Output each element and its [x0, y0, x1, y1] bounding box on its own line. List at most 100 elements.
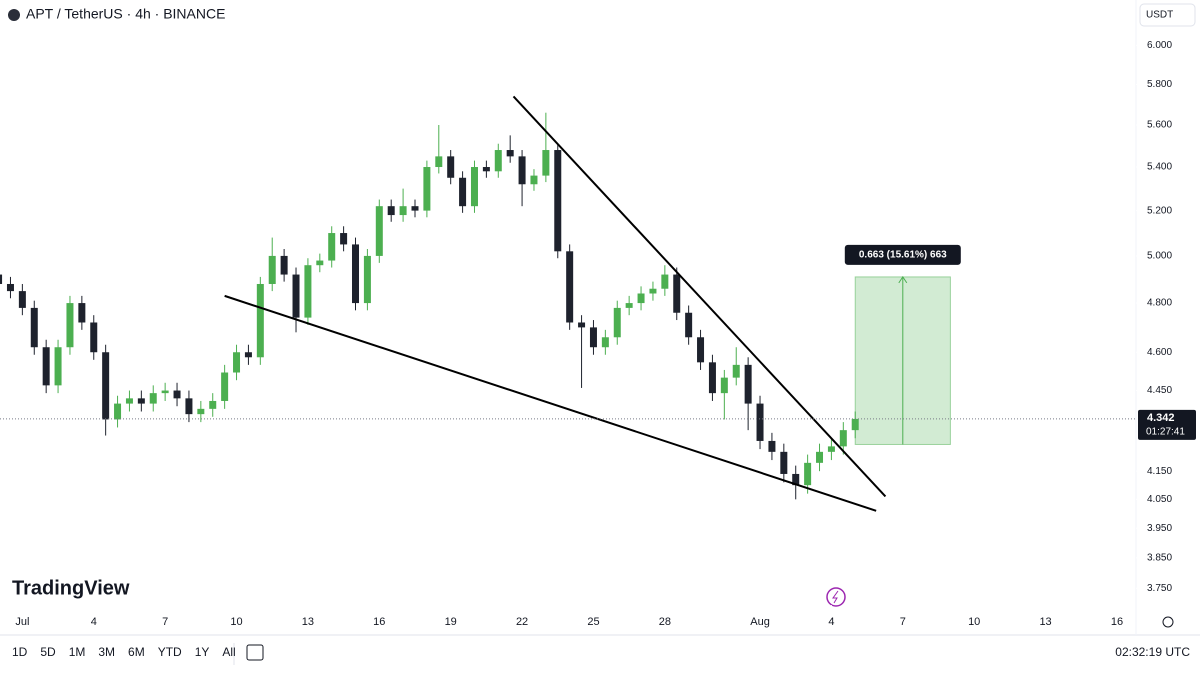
- candle-body: [304, 265, 312, 318]
- candle-body: [90, 322, 98, 353]
- candle-body: [542, 150, 550, 176]
- candle-body: [399, 206, 407, 216]
- event-icon[interactable]: [826, 587, 846, 607]
- x-tick-label: Aug: [750, 616, 770, 628]
- currency[interactable]: USDT: [1146, 10, 1173, 21]
- candle-body: [578, 322, 586, 328]
- x-tick-label: 16: [373, 616, 385, 628]
- candle-body: [554, 150, 562, 252]
- candle-body: [744, 364, 752, 404]
- x-tick-label: 22: [516, 616, 528, 628]
- last-price-box: [1138, 409, 1196, 440]
- candle-body: [661, 274, 669, 289]
- event-bolt: [832, 590, 839, 604]
- x-tick-label: 19: [445, 616, 457, 628]
- candle-body: [233, 352, 241, 373]
- candle-body: [78, 303, 86, 323]
- candle-body: [66, 303, 74, 348]
- y-tick-label: 6.000: [1147, 40, 1172, 51]
- candle-body: [387, 206, 395, 216]
- range-button[interactable]: 3M: [98, 645, 115, 659]
- x-tick-label: 10: [230, 616, 242, 628]
- candle-body: [827, 446, 835, 452]
- candle-body: [530, 175, 538, 185]
- currency-button[interactable]: [1139, 3, 1196, 27]
- candle-body: [423, 167, 431, 211]
- trendline: [512, 95, 887, 498]
- symbol-icon: [8, 9, 20, 21]
- x-tick-label: 7: [900, 616, 906, 628]
- candle-body: [804, 462, 812, 486]
- x-tick-label: 4: [91, 616, 97, 628]
- range-button[interactable]: 6M: [128, 645, 145, 659]
- range-button[interactable]: 1D: [12, 645, 28, 659]
- candle-body: [625, 303, 633, 308]
- candle-body: [363, 255, 371, 304]
- candle-body: [589, 327, 597, 348]
- candle-body: [18, 291, 26, 308]
- range-button[interactable]: All: [222, 645, 235, 659]
- candle-body: [816, 451, 824, 463]
- y-tick-label: 3.950: [1147, 523, 1172, 534]
- candle-body: [732, 364, 740, 378]
- candle-body: [173, 390, 181, 399]
- y-tick-label: 4.450: [1147, 385, 1172, 396]
- candle-body: [673, 274, 681, 313]
- candle-body: [6, 283, 14, 292]
- candle-body: [601, 337, 609, 348]
- candle-body: [768, 440, 776, 452]
- x-tick-label: 13: [302, 616, 314, 628]
- y-tick-label: 5.600: [1147, 120, 1172, 131]
- candle-body: [125, 398, 133, 404]
- candle-body: [268, 255, 276, 284]
- candle-body: [839, 430, 847, 447]
- candle-body: [720, 377, 728, 394]
- candle-body: [209, 400, 217, 409]
- candle-body: [149, 393, 157, 404]
- brand-logo: TradingView: [12, 577, 130, 599]
- candle-body: [292, 274, 300, 318]
- candle-body: [185, 398, 193, 415]
- range-button[interactable]: 5D: [40, 645, 56, 659]
- candle-body: [137, 398, 145, 404]
- x-tick-label: Jul: [15, 616, 29, 628]
- candle-body: [352, 244, 360, 304]
- candle-body: [42, 347, 50, 386]
- candle-body: [494, 150, 502, 172]
- candle-body: [506, 150, 514, 157]
- date-range-icon[interactable]: [246, 644, 264, 661]
- settings-icon[interactable]: [1162, 616, 1174, 628]
- countdown: 01:27:41: [1146, 427, 1185, 438]
- symbol-title: APT / TetherUS · 4h · BINANCE: [26, 6, 225, 22]
- y-tick-label: 3.850: [1147, 552, 1172, 563]
- candle-body: [649, 288, 657, 294]
- x-tick-label: 7: [162, 616, 168, 628]
- x-tick-label: 13: [1039, 616, 1051, 628]
- candle-body: [697, 337, 705, 363]
- y-tick-label: 5.800: [1147, 79, 1172, 90]
- candle-body: [244, 352, 252, 358]
- y-tick-label: 5.400: [1147, 162, 1172, 173]
- candle-body: [161, 390, 169, 394]
- candle-body: [375, 206, 383, 256]
- candle-body: [197, 408, 205, 415]
- candle-body: [708, 362, 716, 394]
- y-tick-label: 4.600: [1147, 347, 1172, 358]
- measure-arrowhead: [898, 276, 908, 284]
- x-tick-label: 28: [659, 616, 671, 628]
- candle-body: [447, 156, 455, 178]
- candle-body: [102, 352, 110, 420]
- x-tick-label: 10: [968, 616, 980, 628]
- range-button[interactable]: 1M: [69, 645, 86, 659]
- range-button[interactable]: 1Y: [195, 645, 210, 659]
- candle-body: [482, 167, 490, 172]
- candle-body: [613, 307, 621, 338]
- y-tick-label: 5.000: [1147, 251, 1172, 262]
- range-button[interactable]: YTD: [158, 645, 182, 659]
- candle-body: [30, 307, 38, 348]
- candle-body: [340, 233, 348, 245]
- y-tick-label: 3.750: [1147, 583, 1172, 594]
- candle-body: [316, 260, 324, 266]
